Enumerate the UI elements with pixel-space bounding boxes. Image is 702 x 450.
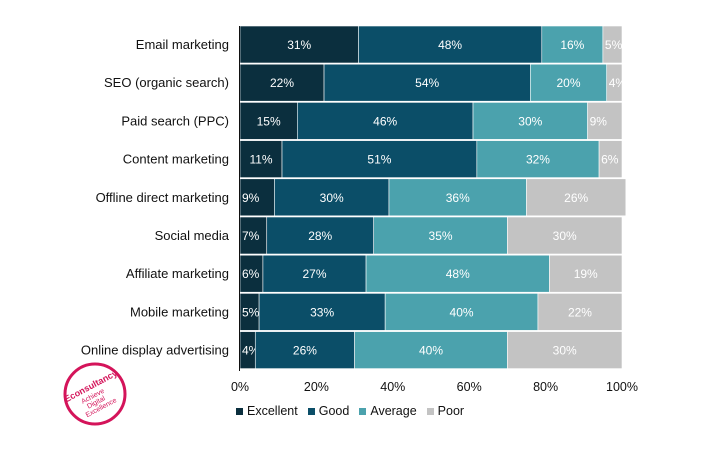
bar-segment-good-category-4 [274,178,390,217]
value-label-good-category-3: 51% [367,153,391,167]
value-label-average-category-8: 40% [419,344,443,358]
value-label-excellent-category-3: 11% [249,153,272,167]
bars-group: 31% 48% 16% 5% 22% 54% 20% 4% 15% 46% 30% 9% 11% 51% 3… [239,25,627,369]
value-label-poor-category-3: 6% [601,153,619,167]
category-label-seo-organic-search: SEO (organic search) [104,75,229,90]
bar-segment-good-category-1 [323,63,531,102]
value-label-average-category-4: 36% [446,191,470,205]
bar-segment-good-category-3 [281,140,478,178]
value-label-average-category-3: 32% [526,153,550,167]
bar-segment-average-category-3 [476,140,600,178]
legend-label-average: Average [370,404,417,418]
value-label-average-category-7: 40% [450,305,474,319]
category-label-offline-direct-marketing: Offline direct marketing [96,190,229,205]
legend-label-good: Good [318,404,350,418]
value-label-excellent-category-0: 31% [287,38,311,52]
bar-segment-good-category-2 [296,102,474,140]
x-tick-label-4: 80% [533,380,558,394]
logo-ring [63,362,127,426]
bar-segment-poor-category-8 [507,331,623,369]
bar-segment-average-category-1 [530,63,608,102]
bar-segment-poor-category-4 [526,178,627,217]
value-label-good-category-0: 48% [438,38,462,52]
bar-segment-average-category-4 [388,178,527,217]
bar-segment-good-category-8 [254,331,355,369]
value-label-good-category-7: 33% [310,305,334,319]
value-label-good-category-2: 46% [373,114,397,128]
legend-swatch-poor [426,407,434,415]
value-label-average-category-1: 20% [557,76,581,90]
bar-segment-excellent-category-0 [239,25,359,64]
value-label-poor-category-6: 19% [574,267,598,281]
value-label-good-category-8: 26% [293,344,317,358]
legend-label-excellent: Excellent [247,404,298,418]
bar-segment-excellent-category-2 [239,102,298,140]
legend: Excellent Good Average Poor [236,404,464,418]
bar-segment-good-category-6 [262,254,367,293]
category-label-email-marketing: Email marketing [136,37,229,52]
bar-segment-poor-category-1 [606,63,623,102]
category-label-affiliate-marketing: Affiliate marketing [126,266,229,281]
value-label-poor-category-5: 30% [553,229,577,243]
value-label-good-category-4: 30% [320,191,344,205]
legend-label-poor: Poor [437,404,465,418]
legend-swatch-excellent [236,407,243,415]
value-label-average-category-2: 30% [518,114,542,128]
x-tick-label-5: 100% [606,380,638,394]
legend-item-average: Average [359,404,417,418]
bar-segment-poor-category-7 [537,293,623,331]
legend-swatch-good [307,407,315,415]
x-tick-label-3: 60% [457,380,482,394]
value-label-excellent-category-7: 5% [242,305,260,319]
legend-item-good: Good [307,404,350,418]
bar-segment-poor-category-6 [549,254,623,293]
value-label-poor-category-2: 9% [590,114,608,128]
x-tick-label-0: 0% [231,380,249,394]
value-label-good-category-5: 28% [308,229,332,243]
value-label-good-category-1: 54% [415,76,439,90]
category-label-paid-search-ppc: Paid search (PPC) [121,113,229,128]
value-label-excellent-category-1: 22% [270,76,294,90]
bar-segment-good-category-0 [358,25,543,64]
bar-segment-average-category-0 [541,25,604,64]
x-axis-ticks: 0% 20% 40% 60% 80% 100% [231,380,638,394]
category-label-mobile-marketing: Mobile marketing [130,304,229,319]
value-label-excellent-category-4: 9% [242,191,260,205]
value-label-poor-category-1: 4% [609,76,627,90]
bar-segment-poor-category-2 [587,102,623,140]
value-label-good-category-6: 27% [302,267,326,281]
value-label-excellent-category-2: 15% [257,114,281,128]
category-labels: Email marketing SEO (organic search) Paid … [81,37,230,358]
bar-segment-excellent-category-1 [239,63,325,102]
category-label-online-display-advertising: Online display advertising [81,343,229,358]
bar-segment-poor-category-5 [507,216,623,255]
category-label-content-marketing: Content marketing [123,152,229,167]
x-tick-label-2: 40% [380,380,405,394]
legend-item-poor: Poor [426,404,465,418]
bar-segment-poor-category-0 [602,25,623,64]
value-label-excellent-category-5: 7% [242,229,260,243]
bar-segment-average-category-2 [472,102,588,140]
bar-segment-average-category-6 [365,254,550,293]
value-label-average-category-0: 16% [560,38,584,52]
bar-segment-poor-category-3 [598,140,623,178]
value-label-poor-category-0: 5% [605,38,623,52]
category-label-social-media: Social media [155,228,230,243]
value-label-poor-category-7: 22% [568,305,592,319]
value-label-poor-category-4: 26% [564,191,588,205]
value-label-average-category-6: 48% [446,267,470,281]
legend-item-excellent: Excellent [236,404,298,418]
bar-segment-average-category-7 [384,293,539,331]
x-tick-label-1: 20% [304,380,329,394]
econsultancy-logo: Econsultancy Achieve Digital Excellence [63,362,127,426]
legend-swatch-average [359,407,367,415]
value-label-average-category-5: 35% [429,229,453,243]
value-label-excellent-category-6: 6% [242,267,260,281]
value-label-poor-category-8: 30% [553,344,577,358]
bar-segment-good-category-5 [266,216,374,255]
